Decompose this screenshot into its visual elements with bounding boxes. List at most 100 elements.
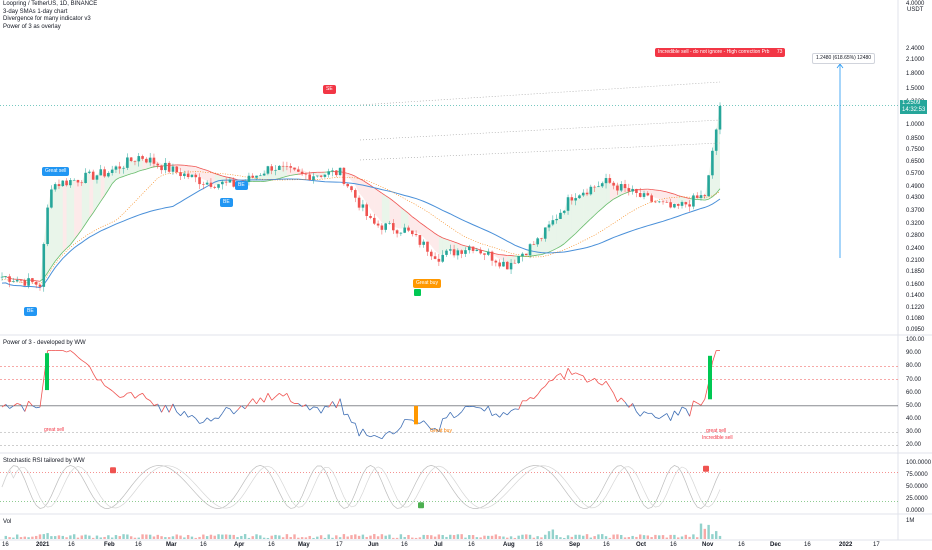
- trend-band: [556, 212, 561, 249]
- volume-bar: [209, 534, 213, 539]
- power3-tick-label: 70.00: [906, 376, 922, 383]
- trend-band: [58, 180, 63, 257]
- candle-body: [467, 246, 471, 251]
- study-label-sma: 3-day SMAs 1-day chart: [3, 8, 68, 15]
- volume-bar: [604, 536, 608, 539]
- sma-line: [218, 174, 223, 177]
- sma-line: [586, 218, 592, 223]
- sma-line: [404, 210, 409, 214]
- power3-title: Power of 3 - developed by WW: [3, 340, 86, 346]
- power3-great-buy-label: Great buy: [430, 428, 452, 434]
- sma-line: [393, 200, 398, 205]
- candle-body: [156, 163, 160, 166]
- candle-body: [152, 157, 156, 164]
- power3-line: [146, 398, 151, 401]
- sma-line: [601, 204, 607, 209]
- sma-line: [226, 176, 231, 179]
- power3-line: [66, 350, 71, 353]
- volume-bar: [38, 534, 42, 539]
- power3-line: [594, 378, 599, 384]
- sma-line: [70, 239, 75, 246]
- candle-body: [126, 157, 129, 168]
- volume-bar: [620, 534, 623, 539]
- power3-line: [328, 401, 333, 408]
- power3-line: [446, 411, 451, 419]
- volume-bar: [513, 537, 517, 539]
- power3-line: [28, 400, 33, 406]
- trend-band: [587, 186, 591, 223]
- time-tick-label: 16: [2, 542, 9, 548]
- be-badge-1: BE: [24, 307, 37, 316]
- candle-body: [711, 150, 714, 176]
- candle-body: [319, 175, 323, 177]
- power3-line: [115, 393, 121, 398]
- candle-body: [642, 193, 646, 197]
- power3-line: [681, 406, 686, 410]
- candle-body: [646, 193, 650, 196]
- volume-bar: [631, 535, 634, 539]
- power3-line: [666, 413, 671, 421]
- power3-line: [347, 414, 352, 423]
- candle-body: [399, 232, 403, 234]
- power3-line: [17, 403, 22, 406]
- volume-bar: [445, 536, 448, 539]
- trend-band: [66, 180, 71, 249]
- volume-bar: [361, 534, 365, 539]
- candle-body: [164, 162, 167, 171]
- volume-bar: [72, 534, 76, 539]
- candle-body: [608, 178, 612, 183]
- stoch-tick-label: 25.0000: [906, 496, 928, 502]
- volume-bar: [593, 536, 596, 539]
- power3-line: [362, 428, 368, 436]
- candle-body: [528, 244, 532, 256]
- volume-bar: [312, 537, 315, 539]
- power3-line: [677, 406, 683, 416]
- power3-line: [335, 398, 341, 409]
- volume-bar: [319, 535, 323, 539]
- volume-bar: [338, 537, 342, 539]
- candle-body: [84, 172, 87, 183]
- trend-band: [438, 235, 443, 255]
- sma-line: [659, 189, 664, 192]
- sma-line: [624, 191, 629, 194]
- volume-bar: [213, 535, 216, 539]
- power3-line: [518, 400, 523, 410]
- candle-body: [186, 173, 190, 178]
- candle-body: [581, 192, 585, 196]
- volume-bar: [46, 533, 49, 539]
- trend-band: [412, 216, 417, 233]
- candle-body: [80, 182, 84, 184]
- candle-body: [259, 175, 262, 177]
- candle-body: [304, 173, 308, 175]
- candle-body: [612, 182, 615, 186]
- trend-band: [381, 193, 386, 224]
- price-tick-label: 0.1600: [906, 281, 925, 288]
- sma-line: [100, 195, 105, 202]
- trend-band: [575, 195, 580, 234]
- volume-bar: [99, 537, 102, 539]
- candle-body: [179, 172, 182, 177]
- volume-bar: [369, 535, 372, 539]
- price-tick-label: 0.2100: [906, 257, 925, 264]
- power3-line: [229, 408, 235, 415]
- sma-line: [62, 248, 67, 253]
- sma-line: [377, 190, 383, 194]
- power3-line: [73, 353, 79, 358]
- power3-line: [39, 378, 45, 408]
- sma-line: [704, 198, 709, 201]
- power3-line: [431, 428, 436, 431]
- volume-bar: [202, 534, 205, 539]
- sma-line: [389, 197, 394, 202]
- price-tick-label: 0.4300: [906, 195, 925, 202]
- power3-sell-bar-2: [708, 355, 712, 400]
- volume-bar: [468, 535, 471, 539]
- sma-line: [563, 240, 569, 245]
- symbol-title: Loopring / TetherUS, 1D, BINANCE: [3, 1, 98, 7]
- volume-bar: [50, 536, 53, 539]
- power3-great-sell-label-2: great sell: [706, 428, 727, 434]
- candle-body: [335, 170, 338, 176]
- volume-bar: [414, 537, 418, 539]
- power3-line: [20, 404, 26, 412]
- power3-line: [389, 430, 394, 435]
- volume-bar: [661, 535, 665, 539]
